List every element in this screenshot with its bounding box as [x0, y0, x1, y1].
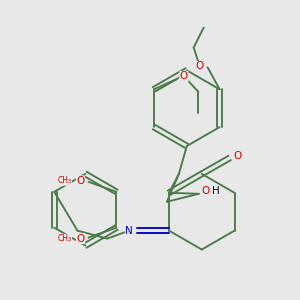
Text: O: O [76, 176, 85, 186]
Text: N: N [125, 226, 133, 236]
Text: CH₃: CH₃ [58, 176, 72, 185]
Text: O: O [202, 186, 210, 196]
Text: O: O [76, 234, 85, 244]
Text: O: O [180, 71, 188, 81]
Text: O: O [196, 61, 204, 71]
Text: CH₃: CH₃ [58, 234, 72, 243]
Text: H: H [212, 186, 220, 196]
Text: O: O [233, 151, 242, 161]
